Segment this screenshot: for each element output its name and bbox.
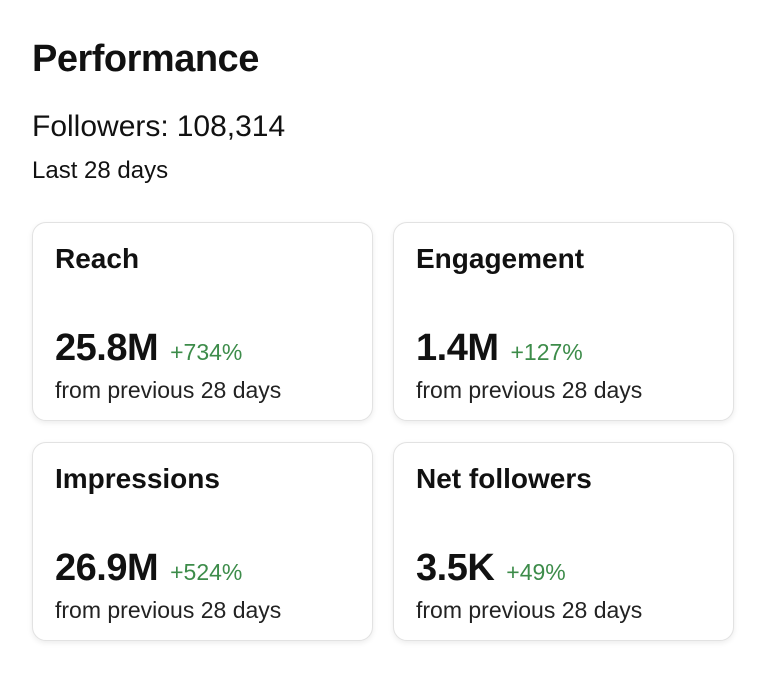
followers-label: Followers: [32, 110, 169, 143]
metric-value: 25.8M [55, 327, 159, 369]
followers-count: 108,314 [176, 110, 286, 143]
comparison-note: from previous 28 days [55, 377, 282, 403]
metric-value: 26.9M [55, 547, 159, 589]
comparison-note: from previous 28 days [55, 597, 282, 623]
metric-card-reach[interactable]: Reach 25.8M +734% from previous 28 days [32, 222, 373, 421]
metric-change: +49% [506, 559, 566, 585]
card-title: Reach [55, 243, 140, 274]
metric-change: +127% [510, 339, 583, 365]
metric-row: 1.4M +127% [416, 327, 583, 370]
card-title: Impressions [55, 463, 220, 494]
metric-change: +524% [170, 559, 243, 585]
comparison-note: from previous 28 days [416, 597, 643, 623]
metric-card-engagement[interactable]: Engagement 1.4M +127% from previous 28 d… [393, 222, 734, 421]
card-title: Engagement [416, 243, 585, 274]
comparison-note: from previous 28 days [416, 377, 643, 403]
card-title: Net followers [416, 463, 592, 494]
metric-card-impressions[interactable]: Impressions 26.9M +524% from previous 28… [32, 442, 373, 641]
metric-change: +734% [170, 339, 243, 365]
metric-value: 1.4M [416, 327, 499, 369]
period-label: Last 28 days [32, 157, 169, 184]
page-title: Performance [32, 38, 259, 80]
metric-row: 3.5K +49% [416, 547, 566, 590]
metric-row: 26.9M +524% [55, 547, 242, 590]
metric-row: 25.8M +734% [55, 327, 242, 370]
metric-value: 3.5K [416, 547, 495, 589]
followers-summary: Followers: 108,314 [32, 110, 285, 144]
metric-card-net-followers[interactable]: Net followers 3.5K +49% from previous 28… [393, 442, 734, 641]
